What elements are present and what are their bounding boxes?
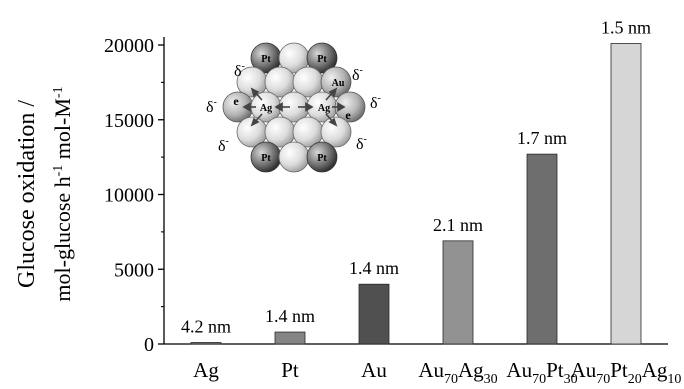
atom — [278, 141, 310, 173]
electron-label-left: e — [233, 94, 239, 108]
y-tick-label: 15000 — [104, 110, 154, 132]
x-tick-label: Au — [361, 358, 387, 382]
x-tick-label: Au70Pt30 — [506, 358, 577, 387]
y-axis-title: Glucose oxidation / mol-glucose h-1 mol-M… — [14, 86, 75, 301]
y-tick-label: 20000 — [104, 35, 154, 57]
x-tick-label: Au70Pt20Ag10 — [571, 358, 682, 387]
bar — [442, 240, 474, 345]
bar-label: 1.4 nm — [349, 258, 399, 278]
bar-label: 4.2 nm — [181, 317, 231, 337]
bar — [358, 283, 390, 345]
partial-charge-label: δ- — [218, 136, 229, 155]
atom-pt: Pt — [306, 141, 338, 173]
bar-label: 1.7 nm — [517, 128, 567, 148]
bar — [526, 153, 558, 345]
atom-label: Pt — [317, 54, 327, 65]
bar-label: 1.5 nm — [601, 18, 651, 38]
atom-label: Ag — [318, 103, 330, 114]
electron-flow-arrows — [242, 87, 346, 127]
x-tick-label: Ag — [193, 358, 219, 382]
y-tick-label: 10000 — [104, 185, 154, 207]
bar-label: 2.1 nm — [433, 215, 483, 235]
atom-label: Pt — [317, 153, 327, 164]
x-tick-label: Pt — [281, 358, 299, 382]
electron-label-right: e — [345, 108, 351, 122]
atom-pt: Pt — [250, 141, 282, 173]
atom-label: Au — [332, 78, 345, 89]
nanoparticle-cluster-inset: Pt Pt Au Ag Ag Pt Pt — [206, 42, 381, 173]
bar — [610, 43, 642, 345]
atom-label: Pt — [261, 153, 271, 164]
atom-pt: Pt — [306, 42, 338, 74]
y-tick-label: 5000 — [114, 259, 154, 281]
partial-charge-label: δ- — [370, 93, 381, 112]
y-tick-label: 0 — [144, 334, 154, 356]
partial-charge-label: δ- — [356, 134, 367, 153]
bar — [190, 342, 222, 345]
axes: 0 5000 10000 15000 20000 — [104, 35, 668, 356]
x-tick-label: Au70Ag30 — [418, 358, 497, 387]
y-axis-title-line2: mol-glucose h-1 mol-M-1 — [50, 86, 75, 301]
bars — [190, 43, 642, 345]
atom — [320, 116, 352, 148]
bar-label: 1.4 nm — [265, 306, 315, 326]
y-axis-title-line1: Glucose oxidation / — [14, 100, 40, 288]
atom-label: Pt — [261, 54, 271, 65]
atom-label: Ag — [260, 103, 272, 114]
partial-charge-label: δ- — [352, 65, 363, 84]
bar-labels: 4.2 nm 1.4 nm 1.4 nm 2.1 nm 1.7 nm 1.5 nm — [181, 18, 651, 337]
partial-charge-label: δ- — [206, 97, 217, 116]
bar — [274, 331, 306, 345]
atom-au: Au — [320, 66, 352, 98]
partial-charge-label: δ- — [234, 61, 245, 80]
